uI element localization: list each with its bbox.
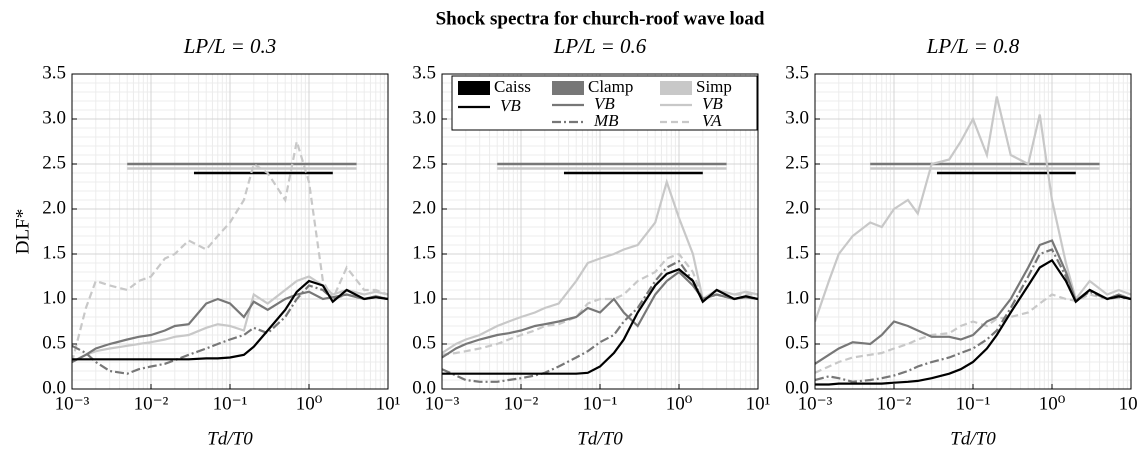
series-line	[72, 279, 388, 361]
axes-frame	[441, 73, 759, 390]
legend-patch	[660, 81, 692, 95]
y-tick-label: 2.0	[412, 197, 436, 218]
x-tick-label: 10⁻²	[134, 393, 169, 414]
y-tick-label: 3.5	[785, 62, 809, 83]
y-tick-label: 1.5	[42, 242, 66, 263]
series-line	[442, 252, 758, 356]
x-tick-label: 10⁻³	[798, 393, 833, 414]
y-tick-label: 1.5	[412, 242, 436, 263]
x-tick-label: 10⁻¹	[956, 393, 991, 414]
legend-patch	[552, 81, 584, 95]
legend-group-label: Simp	[696, 77, 732, 96]
legend-label: MB	[593, 111, 619, 130]
series-line	[442, 270, 758, 359]
panel: 10⁻³ 10⁻² 10⁻¹ 10⁰ 10¹ 0.0 0.5 1.0 1.5 2.0 2.5 3.0 3…	[12, 34, 400, 450]
y-tick-label: 0.5	[42, 332, 66, 353]
panel-title: LP/L = 0.3	[183, 34, 277, 58]
panel: 10⁻³ 10⁻² 10⁻¹ 10⁰ 10¹ 0.0 0.5 1.0 1.5 2.0 2.5 3.0 3…	[785, 34, 1137, 450]
x-axis-label: Td/T0	[950, 428, 996, 449]
x-axis-label: Td/T0	[577, 428, 623, 449]
legend-label: VB	[702, 94, 723, 113]
y-tick-label: 0.5	[412, 332, 436, 353]
figure-title: Shock spectra for church-roof wave load	[436, 8, 765, 29]
y-tick-label: 0.0	[412, 377, 436, 398]
legend-label: VB	[594, 94, 615, 113]
legend-group-label: Clamp	[588, 77, 633, 96]
series-line	[815, 248, 1131, 383]
x-tick-label: 10⁻³	[55, 393, 90, 414]
y-tick-label: 1.5	[785, 242, 809, 263]
y-tick-label: 2.0	[785, 197, 809, 218]
panel-title: LP/L = 0.6	[553, 34, 647, 58]
y-tick-label: 3.5	[412, 62, 436, 83]
y-axis-label: DLF*	[12, 209, 33, 254]
series-line	[72, 284, 388, 375]
panel-title: LP/L = 0.8	[926, 34, 1020, 58]
y-tick-label: 1.0	[42, 287, 66, 308]
panel: 10⁻³ 10⁻² 10⁻¹ 10⁰ 10¹ 0.0 0.5 1.0 1.5 2.0 2.5 3.0 3…	[412, 34, 770, 450]
y-tick-label: 2.5	[785, 152, 809, 173]
x-tick-label: 10⁻¹	[213, 393, 248, 414]
y-tick-label: 2.5	[412, 152, 436, 173]
series-line	[72, 275, 388, 363]
legend-label: VB	[500, 96, 521, 115]
x-axis-label: Td/T0	[207, 428, 253, 449]
series-line	[72, 141, 388, 363]
y-tick-label: 2.0	[42, 197, 66, 218]
y-tick-label: 3.0	[412, 107, 436, 128]
legend-group-label: Caiss	[494, 77, 531, 96]
x-tick-label: 10⁰	[1039, 393, 1066, 414]
y-tick-label: 0.5	[785, 332, 809, 353]
legend-patch	[458, 81, 490, 95]
x-tick-label: 10¹	[376, 393, 401, 414]
x-tick-label: 10⁻³	[425, 393, 460, 414]
y-tick-label: 0.0	[42, 377, 66, 398]
x-tick-label: 10⁻²	[877, 393, 912, 414]
series-line	[815, 258, 1131, 386]
axes-frame	[71, 73, 389, 390]
y-tick-label: 3.0	[42, 107, 66, 128]
legend-box	[451, 75, 758, 131]
series-line	[72, 290, 388, 363]
x-tick-label: 10⁻²	[504, 393, 539, 414]
x-tick-label: 10¹	[1119, 393, 1137, 414]
axes-frame	[814, 73, 1132, 390]
y-tick-label: 1.0	[412, 287, 436, 308]
y-tick-label: 3.5	[42, 62, 66, 83]
x-tick-label: 10⁰	[296, 393, 323, 414]
x-tick-label: 10⁰	[666, 393, 693, 414]
y-tick-label: 0.0	[785, 377, 809, 398]
x-tick-label: 10⁻¹	[583, 393, 618, 414]
y-tick-label: 3.0	[785, 107, 809, 128]
y-tick-label: 2.5	[42, 152, 66, 173]
series-line	[442, 268, 758, 375]
y-tick-label: 1.0	[785, 287, 809, 308]
x-tick-label: 10¹	[746, 393, 771, 414]
legend-label: VA	[702, 111, 722, 130]
